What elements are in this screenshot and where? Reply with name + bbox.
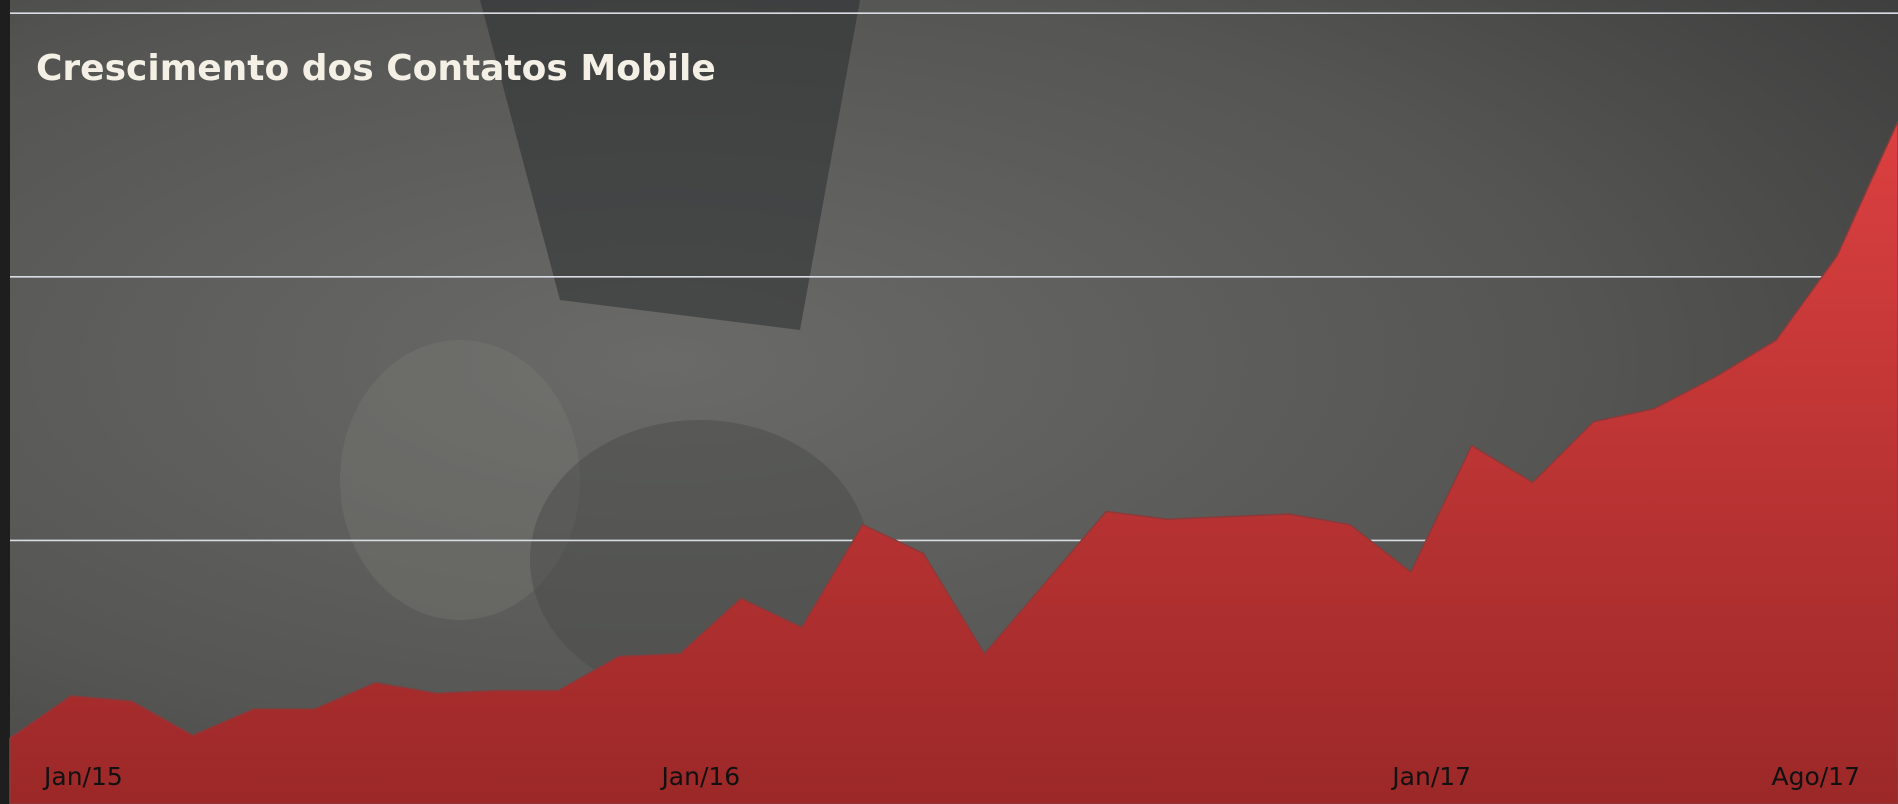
area	[9, 120, 1898, 804]
x-tick-label: Ago/17	[1771, 762, 1860, 791]
x-tick-label: Jan/17	[1390, 762, 1471, 791]
photo-shape	[480, 0, 860, 330]
x-tick-label: Jan/16	[659, 762, 740, 791]
left-border	[0, 0, 10, 804]
x-tick-label: Jan/15	[42, 762, 123, 791]
photo-shape	[340, 340, 580, 620]
chart-title: Crescimento dos Contatos Mobile	[36, 48, 716, 89]
